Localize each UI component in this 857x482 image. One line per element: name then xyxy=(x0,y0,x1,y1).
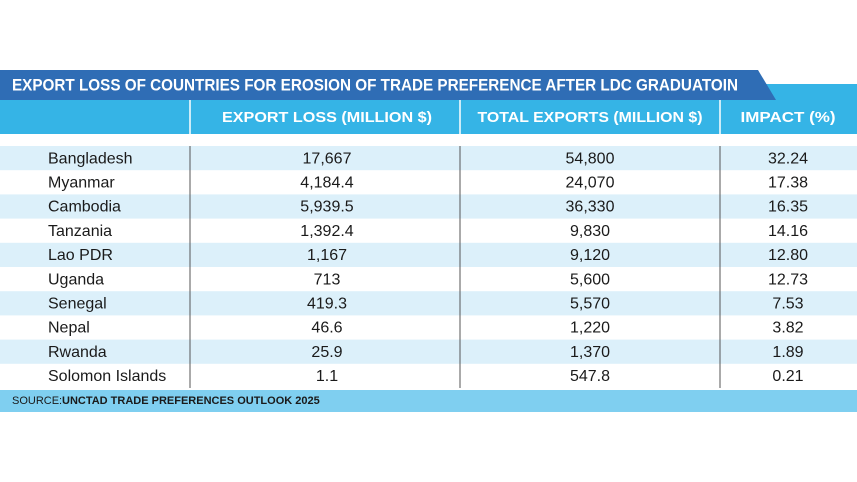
row-background xyxy=(0,242,857,267)
row-background xyxy=(0,194,857,219)
value-cell: 24,070 xyxy=(566,175,615,192)
country-cell: Uganda xyxy=(48,271,104,288)
value-cell: 17.38 xyxy=(768,175,808,192)
column-header: IMPACT (%) xyxy=(741,109,836,126)
title: EXPORT LOSS OF COUNTRIES FOR EROSION OF … xyxy=(12,75,738,94)
value-cell: 713 xyxy=(314,271,341,288)
value-cell: 547.8 xyxy=(570,368,610,385)
value-cell: 54,800 xyxy=(566,150,615,167)
value-cell: 1,220 xyxy=(570,320,610,337)
country-cell: Myanmar xyxy=(48,175,115,192)
value-cell: 32.24 xyxy=(768,150,808,167)
source-text: UNCTAD TRADE PREFERENCES OUTLOOK 2025 xyxy=(62,395,320,407)
value-cell: 7.53 xyxy=(772,296,803,313)
value-cell: 25.9 xyxy=(311,344,342,361)
value-cell: 36,330 xyxy=(566,199,615,216)
value-cell: 1.1 xyxy=(316,368,338,385)
value-cell: 14.16 xyxy=(768,223,808,240)
value-cell: 1,167 xyxy=(307,247,347,264)
country-cell: Tanzania xyxy=(48,223,112,240)
country-cell: Cambodia xyxy=(48,199,121,216)
value-cell: 3.82 xyxy=(772,320,803,337)
row-background xyxy=(0,146,857,171)
value-cell: 9,120 xyxy=(570,247,610,264)
value-cell: 5,600 xyxy=(570,271,610,288)
value-cell: 5,570 xyxy=(570,296,610,313)
value-cell: 1,370 xyxy=(570,344,610,361)
country-cell: Nepal xyxy=(48,320,90,337)
country-cell: Senegal xyxy=(48,296,107,313)
value-cell: 46.6 xyxy=(311,320,342,337)
value-cell: 5,939.5 xyxy=(300,199,353,216)
value-cell: 0.21 xyxy=(772,368,803,385)
column-header: TOTAL EXPORTS (MILLION $) xyxy=(478,109,703,126)
value-cell: 4,184.4 xyxy=(300,175,353,192)
value-cell: 419.3 xyxy=(307,296,347,313)
title-bar xyxy=(0,70,776,100)
header-row xyxy=(0,100,857,134)
value-cell: 1,392.4 xyxy=(300,223,353,240)
country-cell: Bangladesh xyxy=(48,150,133,167)
column-header: EXPORT LOSS (MILLION $) xyxy=(222,109,432,126)
row-background xyxy=(0,339,857,364)
value-cell: 9,830 xyxy=(570,223,610,240)
value-cell: 16.35 xyxy=(768,199,808,216)
value-cell: 12.73 xyxy=(768,271,808,288)
value-cell: 17,667 xyxy=(303,150,352,167)
source-bar xyxy=(0,390,857,412)
value-cell: 12.80 xyxy=(768,247,808,264)
row-background xyxy=(0,291,857,316)
value-cell: 1.89 xyxy=(772,344,803,361)
country-cell: Lao PDR xyxy=(48,247,113,264)
country-cell: Solomon Islands xyxy=(48,368,166,385)
country-cell: Rwanda xyxy=(48,344,107,361)
source-label: SOURCE: xyxy=(12,395,62,407)
